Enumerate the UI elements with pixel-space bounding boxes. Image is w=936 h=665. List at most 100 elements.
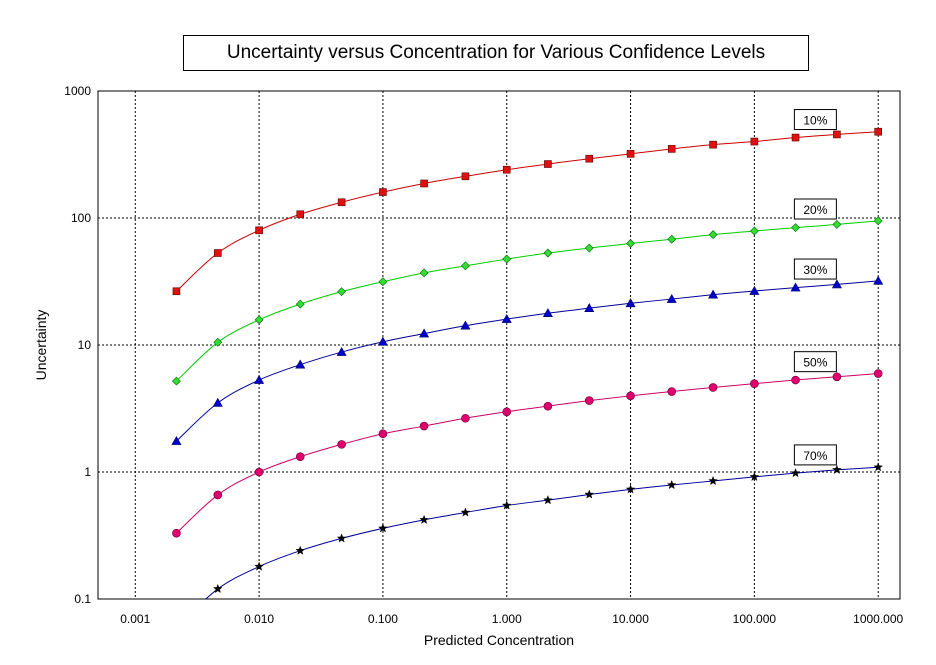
data-point: [212, 397, 223, 407]
data-point: [873, 275, 884, 285]
data-point: [749, 285, 760, 295]
series-label-70pct: 70%: [793, 444, 837, 466]
data-point: [709, 140, 717, 149]
marker-layer: [171, 127, 884, 594]
data-point: [584, 303, 595, 312]
data-point: [543, 248, 553, 258]
data-point: [544, 160, 552, 168]
data-point: [667, 145, 676, 153]
data-point: [832, 220, 842, 229]
data-point: [542, 308, 553, 317]
data-point: [337, 198, 346, 207]
data-point: [254, 467, 264, 477]
data-point: [502, 407, 512, 417]
x-tick-label: 0.010: [244, 612, 274, 626]
data-point: [501, 313, 512, 323]
data-point: [832, 372, 842, 382]
data-point: [749, 471, 760, 481]
data-point: [584, 489, 595, 499]
data-point: [584, 243, 594, 253]
data-point: [419, 268, 429, 278]
data-point: [666, 479, 677, 490]
series-label-text: 10%: [803, 114, 827, 128]
series-label-text: 20%: [803, 203, 827, 217]
data-point: [172, 376, 181, 386]
y-tick-label: 1000: [64, 84, 91, 98]
data-point: [213, 337, 223, 347]
x-tick-label: 0.001: [120, 612, 150, 626]
series-line-10pct: [176, 131, 879, 292]
data-point: [336, 346, 347, 356]
data-point: [337, 287, 347, 297]
series-label-20pct: 20%: [793, 198, 837, 220]
data-point: [584, 396, 594, 405]
data-point: [874, 127, 882, 136]
data-point: [708, 230, 718, 240]
series-label-10pct: 10%: [793, 109, 837, 131]
data-point: [378, 429, 388, 439]
data-point: [749, 226, 759, 236]
data-point: [460, 507, 471, 517]
chart-title: Uncertainty versus Concentration for Var…: [183, 35, 809, 71]
data-point: [873, 216, 883, 226]
data-point: [295, 359, 306, 369]
series-label-layer: 10% 20% 30% 50% 70%: [793, 109, 837, 466]
y-tick-label: 0.1: [74, 592, 91, 606]
data-point: [708, 289, 719, 299]
plot-frame: [97, 90, 901, 600]
y-tick-label: 10: [78, 338, 92, 352]
data-point: [254, 315, 264, 325]
data-point: [502, 165, 511, 174]
data-point: [791, 133, 800, 142]
data-point: [213, 490, 223, 500]
data-point: [791, 223, 800, 233]
data-point: [750, 137, 759, 146]
data-point: [831, 279, 842, 289]
data-point: [255, 226, 263, 235]
data-point: [708, 383, 718, 392]
series-label-text: 70%: [803, 449, 827, 463]
x-tick-label: 100.000: [733, 612, 777, 626]
data-point: [378, 523, 388, 533]
y-tick-label: 1: [84, 465, 91, 479]
data-point: [461, 413, 470, 423]
series-line-20pct: [176, 220, 879, 382]
series-line-50pct: [176, 373, 879, 534]
data-point: [543, 401, 553, 411]
data-point: [460, 320, 471, 330]
y-axis-title: Uncertainty: [33, 310, 49, 381]
data-point: [171, 436, 182, 445]
data-point: [379, 188, 387, 196]
data-point: [419, 514, 429, 524]
data-point: [214, 249, 222, 257]
data-point: [212, 583, 223, 594]
data-point: [172, 287, 181, 296]
series-label-text: 50%: [803, 356, 827, 370]
data-point: [337, 440, 346, 449]
data-point: [172, 528, 181, 538]
series-label-text: 30%: [803, 263, 827, 277]
data-point: [667, 234, 677, 244]
x-tick-labels: 0.001 0.010 0.100 1.000 10.000 100.000 1000.00…: [120, 612, 903, 626]
y-tick-labels: 0.1 1 10 100 1000: [64, 84, 91, 606]
data-point: [832, 464, 842, 474]
data-point: [585, 154, 594, 163]
data-point: [626, 391, 635, 401]
data-point: [667, 387, 677, 396]
data-point: [254, 561, 264, 571]
data-point: [419, 328, 430, 338]
y-tick-label: 100: [71, 211, 91, 225]
data-point: [377, 336, 388, 346]
series-label-50pct: 50%: [793, 351, 837, 373]
data-point: [790, 282, 801, 292]
data-point: [501, 500, 512, 510]
data-point: [708, 475, 718, 486]
data-point: [790, 468, 801, 478]
data-point: [873, 462, 884, 472]
series-layer: [176, 131, 879, 599]
data-point: [336, 533, 347, 543]
x-axis-title: Predicted Concentration: [424, 632, 574, 648]
x-tick-label: 0.100: [368, 612, 398, 626]
data-point: [461, 261, 470, 271]
